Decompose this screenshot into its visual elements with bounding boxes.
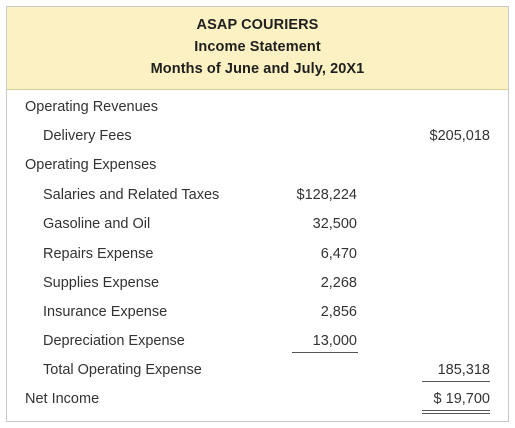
net-income-double-underline (422, 410, 490, 414)
total-operating-expense-amount: 185,318 (437, 362, 490, 378)
statement-title: Income Statement (194, 39, 321, 55)
subtotal-underline (292, 352, 358, 353)
net-income-row: Net Income $ 19,700 (7, 391, 508, 413)
expense-amount: 2,268 (320, 275, 357, 291)
expense-row: Supplies Expense 2,268 (7, 275, 508, 297)
expense-row: Gasoline and Oil 32,500 (7, 216, 508, 238)
expense-amount: $128,224 (296, 187, 357, 203)
total-operating-expense-label: Total Operating Expense (43, 362, 202, 378)
delivery-fees-label: Delivery Fees (43, 128, 132, 144)
expense-label: Salaries and Related Taxes (43, 187, 220, 203)
expense-amount: 32,500 (312, 216, 357, 232)
total-underline (422, 381, 490, 382)
income-statement: ASAP COURIERS Income Statement Months of… (6, 6, 509, 422)
net-income-amount: $ 19,700 (433, 391, 490, 407)
operating-revenues-heading: Operating Revenues (25, 99, 158, 115)
total-operating-expense-row: Total Operating Expense 185,318 (7, 362, 508, 384)
delivery-fees-amount: $205,018 (429, 128, 490, 144)
statement-header: ASAP COURIERS Income Statement Months of… (7, 7, 508, 90)
operating-expenses-heading-row: Operating Expenses (7, 157, 508, 179)
expense-amount: 13,000 (312, 333, 357, 349)
expense-row: Depreciation Expense 13,000 (7, 333, 508, 355)
expense-row: Salaries and Related Taxes $128,224 (7, 187, 508, 209)
operating-expenses-heading: Operating Expenses (25, 157, 157, 173)
expense-row: Insurance Expense 2,856 (7, 304, 508, 326)
expense-amount: 2,856 (320, 304, 357, 320)
expense-label: Repairs Expense (43, 246, 154, 262)
expense-label: Depreciation Expense (43, 333, 185, 349)
expense-label: Gasoline and Oil (43, 216, 151, 232)
net-income-label: Net Income (25, 391, 100, 407)
expense-row: Repairs Expense 6,470 (7, 246, 508, 268)
statement-period: Months of June and July, 20X1 (150, 61, 365, 77)
expense-amount: 6,470 (320, 246, 357, 262)
expense-label: Supplies Expense (43, 275, 160, 291)
company-name: ASAP COURIERS (196, 17, 319, 33)
operating-revenues-heading-row: Operating Revenues (7, 99, 508, 121)
expense-label: Insurance Expense (43, 304, 168, 320)
delivery-fees-row: Delivery Fees $205,018 (7, 128, 508, 150)
